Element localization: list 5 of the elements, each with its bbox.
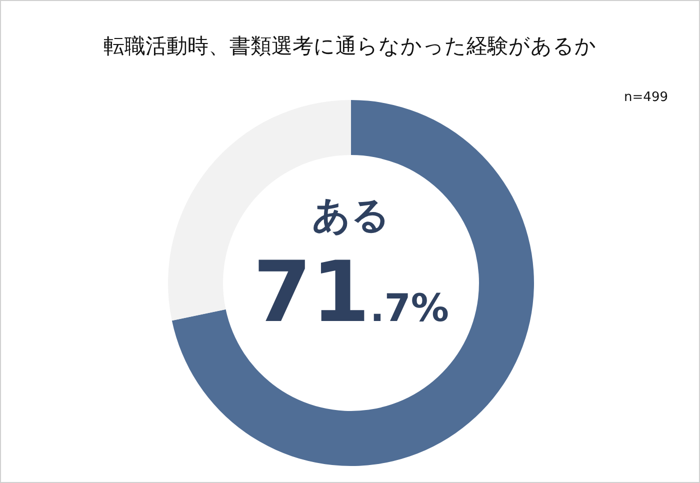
data-label: 71.7% bbox=[253, 243, 449, 341]
donut-slice bbox=[172, 100, 534, 466]
chart-title: 転職活動時、書類選考に通らなかった経験があるか bbox=[104, 34, 596, 58]
slice-label: ある bbox=[312, 193, 390, 237]
text: n=499 bbox=[624, 90, 668, 105]
